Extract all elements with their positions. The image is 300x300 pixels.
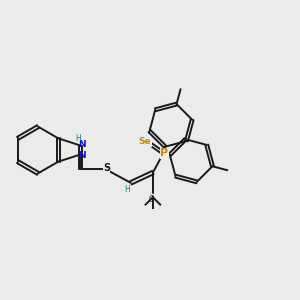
Text: Se: Se	[139, 137, 151, 146]
Text: H: H	[75, 134, 81, 143]
Text: H: H	[124, 185, 130, 194]
Text: S: S	[103, 163, 110, 173]
Text: N: N	[79, 140, 86, 149]
Text: C: C	[148, 195, 154, 204]
Text: N: N	[79, 151, 86, 160]
Text: P: P	[160, 148, 169, 158]
